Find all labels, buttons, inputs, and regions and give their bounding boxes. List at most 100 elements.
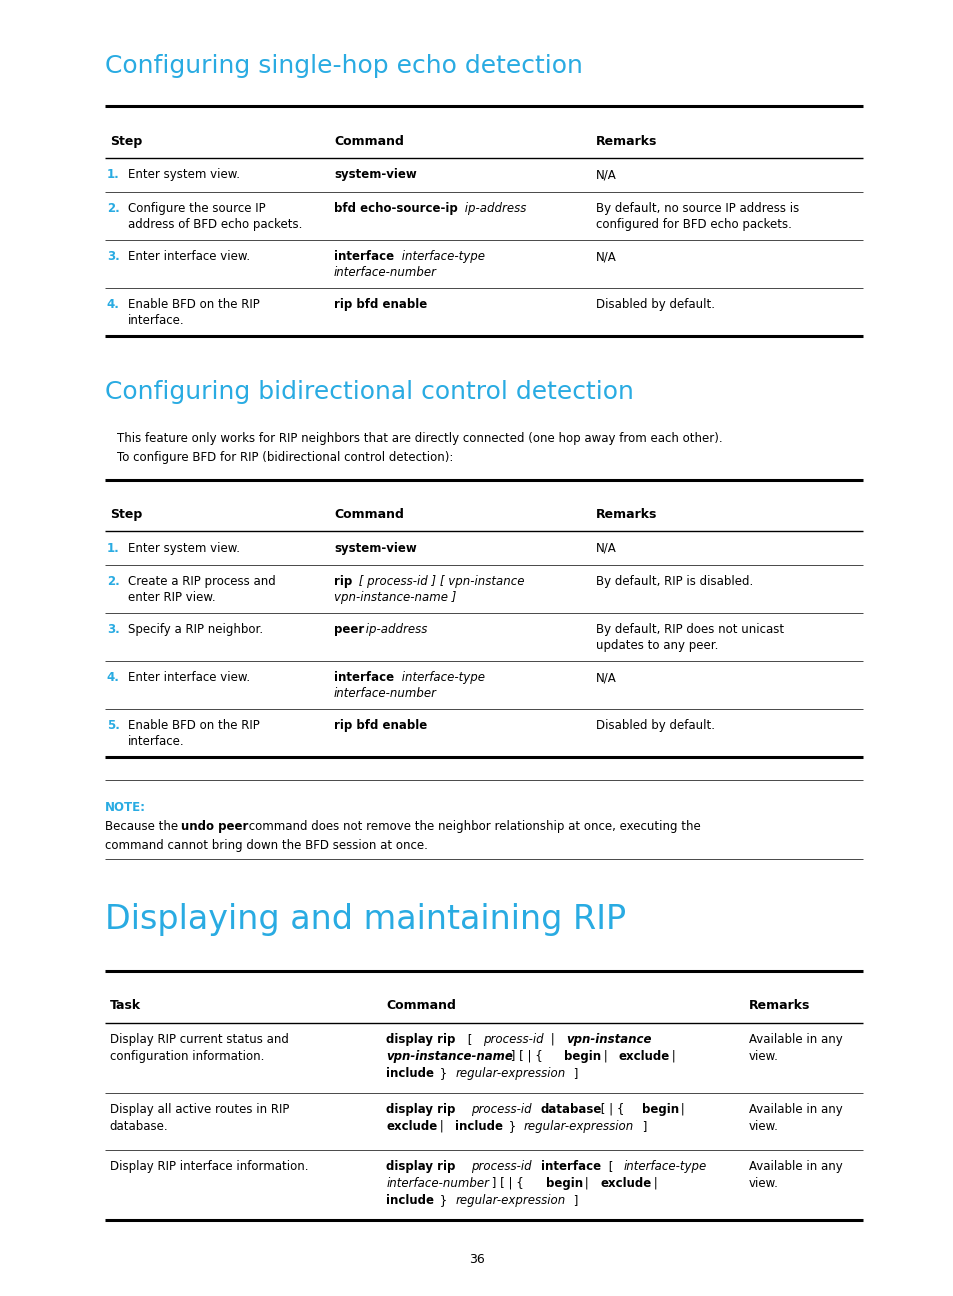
Text: peer: peer bbox=[334, 623, 364, 636]
Text: 3.: 3. bbox=[107, 250, 119, 263]
Text: Configuring single-hop echo detection: Configuring single-hop echo detection bbox=[105, 54, 582, 79]
Text: Remarks: Remarks bbox=[596, 135, 657, 148]
Text: [ process-id ] [ vpn-instance: [ process-id ] [ vpn-instance bbox=[355, 575, 524, 588]
Text: process-id: process-id bbox=[470, 1103, 531, 1116]
Text: regular-expression: regular-expression bbox=[455, 1067, 565, 1080]
Text: process-id: process-id bbox=[470, 1160, 531, 1173]
Text: command cannot bring down the BFD session at once.: command cannot bring down the BFD sessio… bbox=[105, 839, 427, 851]
Text: 4.: 4. bbox=[107, 298, 119, 311]
Text: exclude: exclude bbox=[386, 1120, 437, 1133]
Text: [: [ bbox=[604, 1160, 616, 1173]
Text: Available in any: Available in any bbox=[748, 1103, 841, 1116]
Text: interface-type: interface-type bbox=[397, 250, 484, 263]
Text: N/A: N/A bbox=[596, 168, 617, 181]
Text: view.: view. bbox=[748, 1120, 778, 1133]
Text: configuration information.: configuration information. bbox=[110, 1050, 264, 1063]
Text: include: include bbox=[386, 1194, 434, 1207]
Text: ]: ] bbox=[638, 1120, 646, 1133]
Text: interface-type: interface-type bbox=[397, 671, 484, 684]
Text: ip-address: ip-address bbox=[362, 623, 427, 636]
Text: Remarks: Remarks bbox=[748, 999, 809, 1012]
Text: This feature only works for RIP neighbors that are directly connected (one hop a: This feature only works for RIP neighbor… bbox=[117, 432, 722, 445]
Text: interface: interface bbox=[334, 671, 394, 684]
Text: N/A: N/A bbox=[596, 250, 617, 263]
Text: display rip: display rip bbox=[386, 1103, 456, 1116]
Text: include: include bbox=[455, 1120, 502, 1133]
Text: interface-number: interface-number bbox=[386, 1177, 489, 1190]
Text: view.: view. bbox=[748, 1177, 778, 1190]
Text: Create a RIP process and: Create a RIP process and bbox=[128, 575, 275, 588]
Text: Specify a RIP neighbor.: Specify a RIP neighbor. bbox=[128, 623, 263, 636]
Text: view.: view. bbox=[748, 1050, 778, 1063]
Text: rip: rip bbox=[334, 575, 352, 588]
Text: ]: ] bbox=[569, 1194, 578, 1207]
Text: Configuring bidirectional control detection: Configuring bidirectional control detect… bbox=[105, 380, 633, 404]
Text: interface.: interface. bbox=[128, 314, 184, 327]
Text: interface-type: interface-type bbox=[623, 1160, 706, 1173]
Text: Enter interface view.: Enter interface view. bbox=[128, 671, 250, 684]
Text: rip bfd enable: rip bfd enable bbox=[334, 298, 427, 311]
Text: By default, no source IP address is: By default, no source IP address is bbox=[596, 202, 799, 215]
Text: updates to any peer.: updates to any peer. bbox=[596, 639, 718, 652]
Text: 36: 36 bbox=[469, 1253, 484, 1266]
Text: Disabled by default.: Disabled by default. bbox=[596, 298, 715, 311]
Text: 2.: 2. bbox=[107, 202, 119, 215]
Text: Step: Step bbox=[110, 135, 142, 148]
Text: Disabled by default.: Disabled by default. bbox=[596, 719, 715, 732]
Text: |: | bbox=[436, 1120, 447, 1133]
Text: ]: ] bbox=[569, 1067, 578, 1080]
Text: regular-expression: regular-expression bbox=[455, 1194, 565, 1207]
Text: process-id: process-id bbox=[483, 1033, 543, 1046]
Text: Display RIP interface information.: Display RIP interface information. bbox=[110, 1160, 308, 1173]
Text: |: | bbox=[547, 1033, 558, 1046]
Text: Task: Task bbox=[110, 999, 141, 1012]
Text: Display RIP current status and: Display RIP current status and bbox=[110, 1033, 288, 1046]
Text: database: database bbox=[540, 1103, 601, 1116]
Text: N/A: N/A bbox=[596, 671, 617, 684]
Text: begin: begin bbox=[641, 1103, 679, 1116]
Text: vpn-instance: vpn-instance bbox=[566, 1033, 651, 1046]
Text: display rip: display rip bbox=[386, 1033, 456, 1046]
Text: vpn-instance-name: vpn-instance-name bbox=[386, 1050, 513, 1063]
Text: Step: Step bbox=[110, 508, 142, 521]
Text: NOTE:: NOTE: bbox=[105, 801, 146, 814]
Text: display rip: display rip bbox=[386, 1160, 456, 1173]
Text: exclude: exclude bbox=[599, 1177, 651, 1190]
Text: To configure BFD for RIP (bidirectional control detection):: To configure BFD for RIP (bidirectional … bbox=[117, 451, 454, 464]
Text: 3.: 3. bbox=[107, 623, 119, 636]
Text: interface-number: interface-number bbox=[334, 687, 436, 700]
Text: ] [ | {: ] [ | { bbox=[488, 1177, 527, 1190]
Text: include: include bbox=[386, 1067, 434, 1080]
Text: command does not remove the neighbor relationship at once, executing the: command does not remove the neighbor rel… bbox=[245, 820, 700, 833]
Text: Command: Command bbox=[334, 508, 403, 521]
Text: N/A: N/A bbox=[596, 542, 617, 555]
Text: system-view: system-view bbox=[334, 542, 416, 555]
Text: 1.: 1. bbox=[107, 168, 119, 181]
Text: Enable BFD on the RIP: Enable BFD on the RIP bbox=[128, 719, 259, 732]
Text: By default, RIP does not unicast: By default, RIP does not unicast bbox=[596, 623, 783, 636]
Text: ip-address: ip-address bbox=[461, 202, 526, 215]
Text: By default, RIP is disabled.: By default, RIP is disabled. bbox=[596, 575, 753, 588]
Text: Command: Command bbox=[334, 135, 403, 148]
Text: |: | bbox=[677, 1103, 684, 1116]
Text: 2.: 2. bbox=[107, 575, 119, 588]
Text: Available in any: Available in any bbox=[748, 1033, 841, 1046]
Text: |: | bbox=[649, 1177, 657, 1190]
Text: [ | {: [ | { bbox=[597, 1103, 628, 1116]
Text: |: | bbox=[668, 1050, 676, 1063]
Text: interface.: interface. bbox=[128, 735, 184, 748]
Text: system-view: system-view bbox=[334, 168, 416, 181]
Text: Configure the source IP: Configure the source IP bbox=[128, 202, 265, 215]
Text: |: | bbox=[598, 1050, 611, 1063]
Text: Enter system view.: Enter system view. bbox=[128, 168, 239, 181]
Text: Enter system view.: Enter system view. bbox=[128, 542, 239, 555]
Text: Remarks: Remarks bbox=[596, 508, 657, 521]
Text: interface-number: interface-number bbox=[334, 266, 436, 279]
Text: configured for BFD echo packets.: configured for BFD echo packets. bbox=[596, 218, 791, 231]
Text: Because the: Because the bbox=[105, 820, 182, 833]
Text: exclude: exclude bbox=[618, 1050, 669, 1063]
Text: }: } bbox=[436, 1067, 451, 1080]
Text: Command: Command bbox=[386, 999, 456, 1012]
Text: Enter interface view.: Enter interface view. bbox=[128, 250, 250, 263]
Text: Displaying and maintaining RIP: Displaying and maintaining RIP bbox=[105, 903, 625, 936]
